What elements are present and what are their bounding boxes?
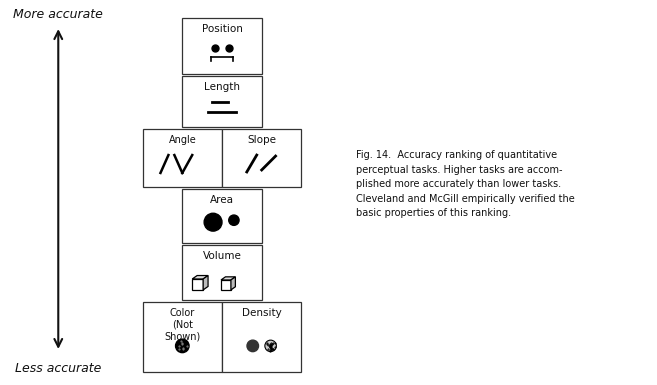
Bar: [182, 189, 261, 243]
Bar: [222, 129, 302, 187]
Bar: [182, 244, 261, 300]
Text: Position: Position: [202, 24, 242, 34]
Bar: [182, 18, 261, 74]
Bar: [143, 302, 222, 372]
Text: Color
(Not
Shown): Color (Not Shown): [164, 308, 200, 341]
Polygon shape: [193, 276, 208, 279]
Bar: [143, 129, 222, 187]
Circle shape: [247, 340, 258, 352]
Polygon shape: [203, 276, 208, 290]
Text: Slope: Slope: [247, 136, 276, 146]
Bar: [222, 302, 302, 372]
Circle shape: [265, 340, 277, 352]
Text: Area: Area: [210, 195, 234, 205]
Text: Angle: Angle: [168, 136, 196, 146]
Text: Length: Length: [204, 82, 240, 92]
Polygon shape: [231, 277, 235, 290]
Text: Volume: Volume: [202, 251, 241, 261]
Text: More accurate: More accurate: [13, 8, 103, 21]
Text: Density: Density: [242, 308, 282, 318]
Text: Less accurate: Less accurate: [15, 362, 101, 375]
Polygon shape: [221, 277, 235, 280]
Polygon shape: [221, 280, 231, 290]
Bar: [182, 76, 261, 127]
Text: Fig. 14.  Accuracy ranking of quantitative
perceptual tasks. Higher tasks are ac: Fig. 14. Accuracy ranking of quantitativ…: [356, 150, 575, 218]
Polygon shape: [193, 279, 203, 290]
Circle shape: [229, 215, 239, 225]
Circle shape: [175, 339, 189, 353]
Circle shape: [204, 213, 222, 231]
